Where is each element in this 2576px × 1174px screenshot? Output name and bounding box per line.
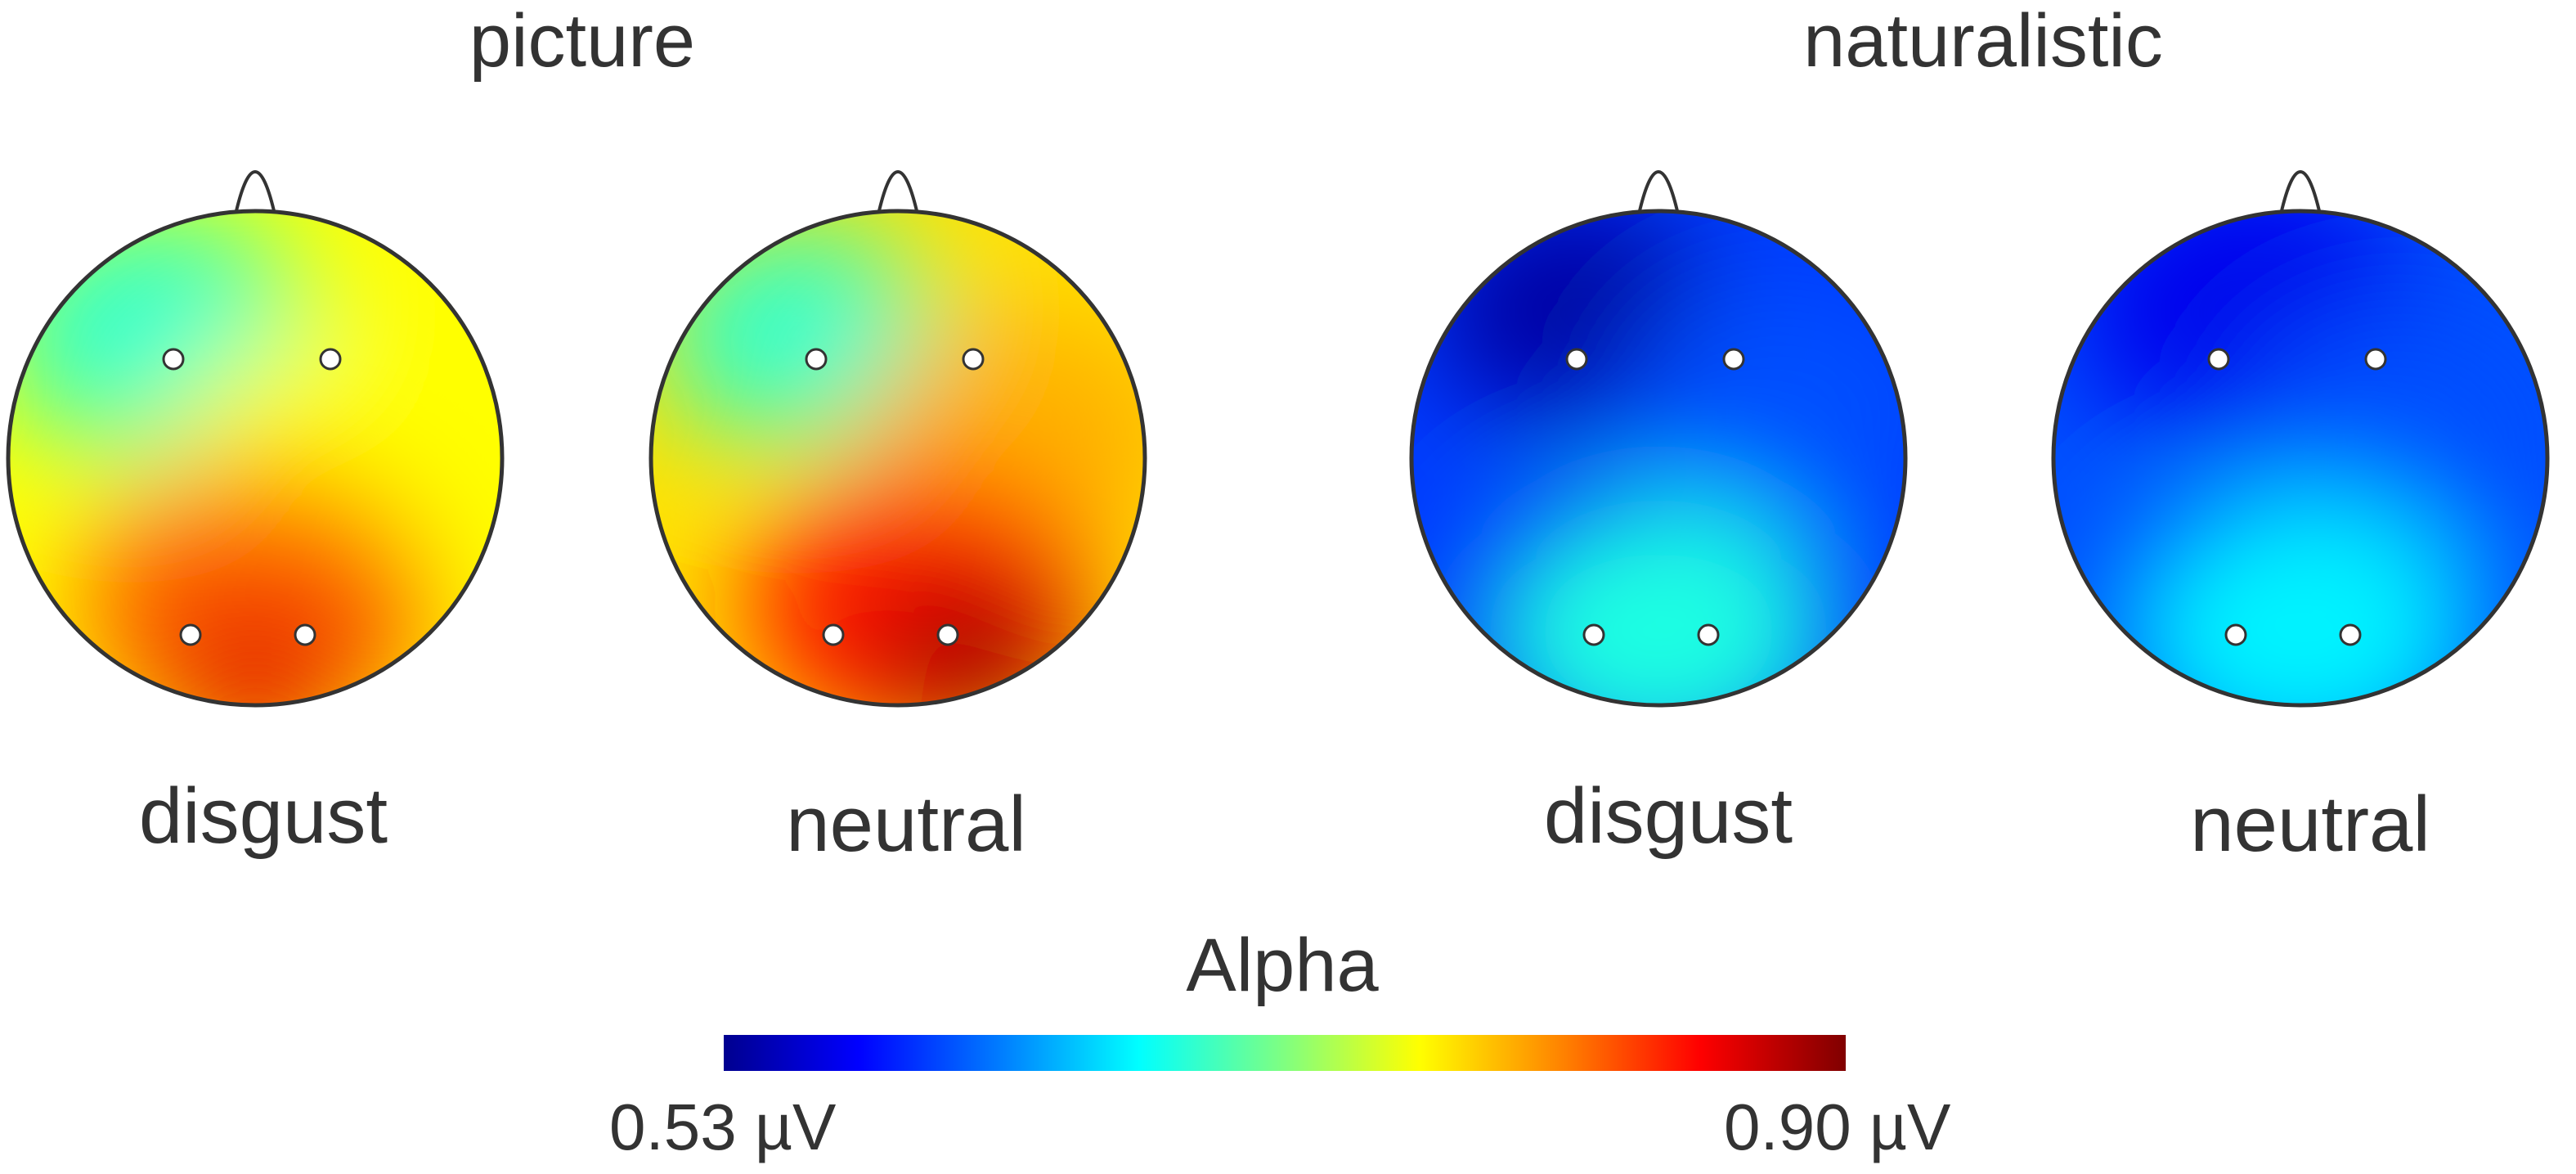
electrode-marker	[2207, 348, 2230, 371]
group-title-naturalistic: naturalistic	[1803, 0, 2163, 83]
scalp-color-field	[8, 211, 502, 705]
condition-label-picture-neutral: neutral	[786, 780, 1026, 868]
scalp-color-field	[651, 211, 1145, 705]
condition-label-naturalistic-disgust: disgust	[1543, 772, 1793, 860]
colorbar	[724, 1035, 1846, 1071]
head-outline	[6, 209, 505, 708]
topomap-picture-neutral	[648, 170, 1147, 708]
electrode-marker	[805, 348, 828, 371]
colorbar-title: Alpha	[1186, 924, 1379, 1007]
topomap-picture-disgust	[6, 170, 505, 708]
electrode-marker	[936, 623, 959, 646]
electrode-marker	[162, 348, 185, 371]
condition-label-naturalistic-neutral: neutral	[2190, 780, 2430, 868]
head-outline	[648, 209, 1147, 708]
colorbar-max-label: 0.90 µV	[1724, 1091, 1951, 1163]
activation-region	[1621, 285, 1905, 533]
activation-region	[2238, 309, 2547, 557]
colorbar-min-label: 0.53 µV	[609, 1091, 837, 1163]
electrode-marker	[1697, 623, 1720, 646]
topomap-naturalistic-neutral	[2051, 170, 2550, 708]
electrode-marker	[179, 623, 202, 646]
topomap-naturalistic-disgust	[1409, 170, 1908, 708]
electrode-marker	[1582, 623, 1605, 646]
condition-label-picture-disgust: disgust	[138, 772, 388, 860]
scalp-color-field	[2053, 211, 2547, 705]
electrode-marker	[319, 348, 342, 371]
nose-marker	[234, 170, 276, 215]
nose-marker	[2279, 170, 2322, 215]
electrode-marker	[294, 623, 316, 646]
head-outline	[1409, 209, 1908, 708]
electrode-marker	[822, 623, 845, 646]
electrode-marker	[1722, 348, 1745, 371]
nose-marker	[877, 170, 919, 215]
scalp-color-field	[1411, 211, 1905, 705]
topomap-canvas	[6, 170, 2550, 708]
activation-region	[1482, 495, 1835, 705]
group-title-picture: picture	[469, 0, 696, 83]
electrode-marker	[2339, 623, 2362, 646]
nose-marker	[1637, 170, 1680, 215]
electrode-marker	[1565, 348, 1588, 371]
electrode-marker	[2224, 623, 2247, 646]
electrode-marker	[2364, 348, 2387, 371]
activation-region	[875, 582, 1069, 705]
activation-region	[2124, 495, 2477, 705]
head-outline	[2051, 209, 2550, 708]
electrode-marker	[962, 348, 985, 371]
